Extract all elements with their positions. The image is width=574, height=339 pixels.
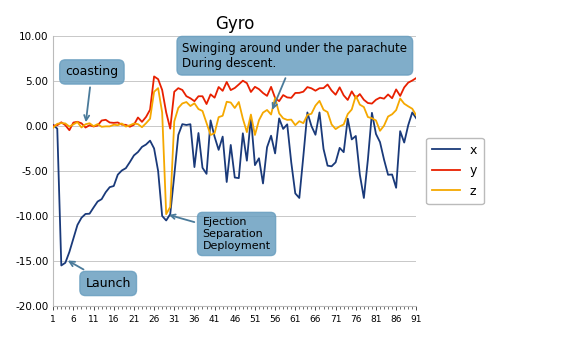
Title: Gyro: Gyro bbox=[215, 15, 254, 33]
Line: z: z bbox=[53, 88, 416, 214]
z bbox=[267, 113, 274, 117]
y bbox=[146, 108, 153, 112]
Text: Launch: Launch bbox=[69, 261, 131, 290]
y bbox=[50, 124, 57, 128]
z bbox=[163, 212, 170, 216]
y bbox=[267, 85, 274, 89]
Text: Swinging around under the parachute
During descent.: Swinging around under the parachute Duri… bbox=[183, 42, 408, 108]
y bbox=[98, 119, 105, 123]
Line: x: x bbox=[53, 113, 416, 265]
z bbox=[409, 107, 416, 111]
x bbox=[364, 157, 371, 161]
x bbox=[409, 111, 416, 115]
y bbox=[66, 128, 73, 132]
Line: y: y bbox=[53, 77, 416, 130]
z bbox=[94, 122, 101, 126]
z bbox=[413, 114, 420, 118]
z bbox=[134, 122, 141, 126]
z bbox=[154, 86, 161, 90]
y bbox=[150, 75, 157, 79]
x bbox=[58, 263, 65, 267]
x bbox=[138, 145, 145, 149]
Text: Ejection
Separation
Deployment: Ejection Separation Deployment bbox=[171, 215, 270, 251]
x bbox=[413, 116, 420, 120]
y bbox=[409, 79, 416, 83]
x bbox=[50, 123, 57, 127]
y bbox=[138, 120, 145, 124]
x bbox=[146, 139, 153, 143]
z bbox=[142, 121, 149, 125]
x bbox=[263, 145, 270, 149]
Text: coasting: coasting bbox=[65, 65, 118, 120]
x bbox=[304, 111, 311, 115]
y bbox=[413, 76, 420, 80]
Legend: x, y, z: x, y, z bbox=[426, 138, 483, 204]
z bbox=[364, 115, 371, 119]
z bbox=[50, 125, 57, 129]
x bbox=[98, 197, 105, 201]
y bbox=[364, 101, 371, 105]
